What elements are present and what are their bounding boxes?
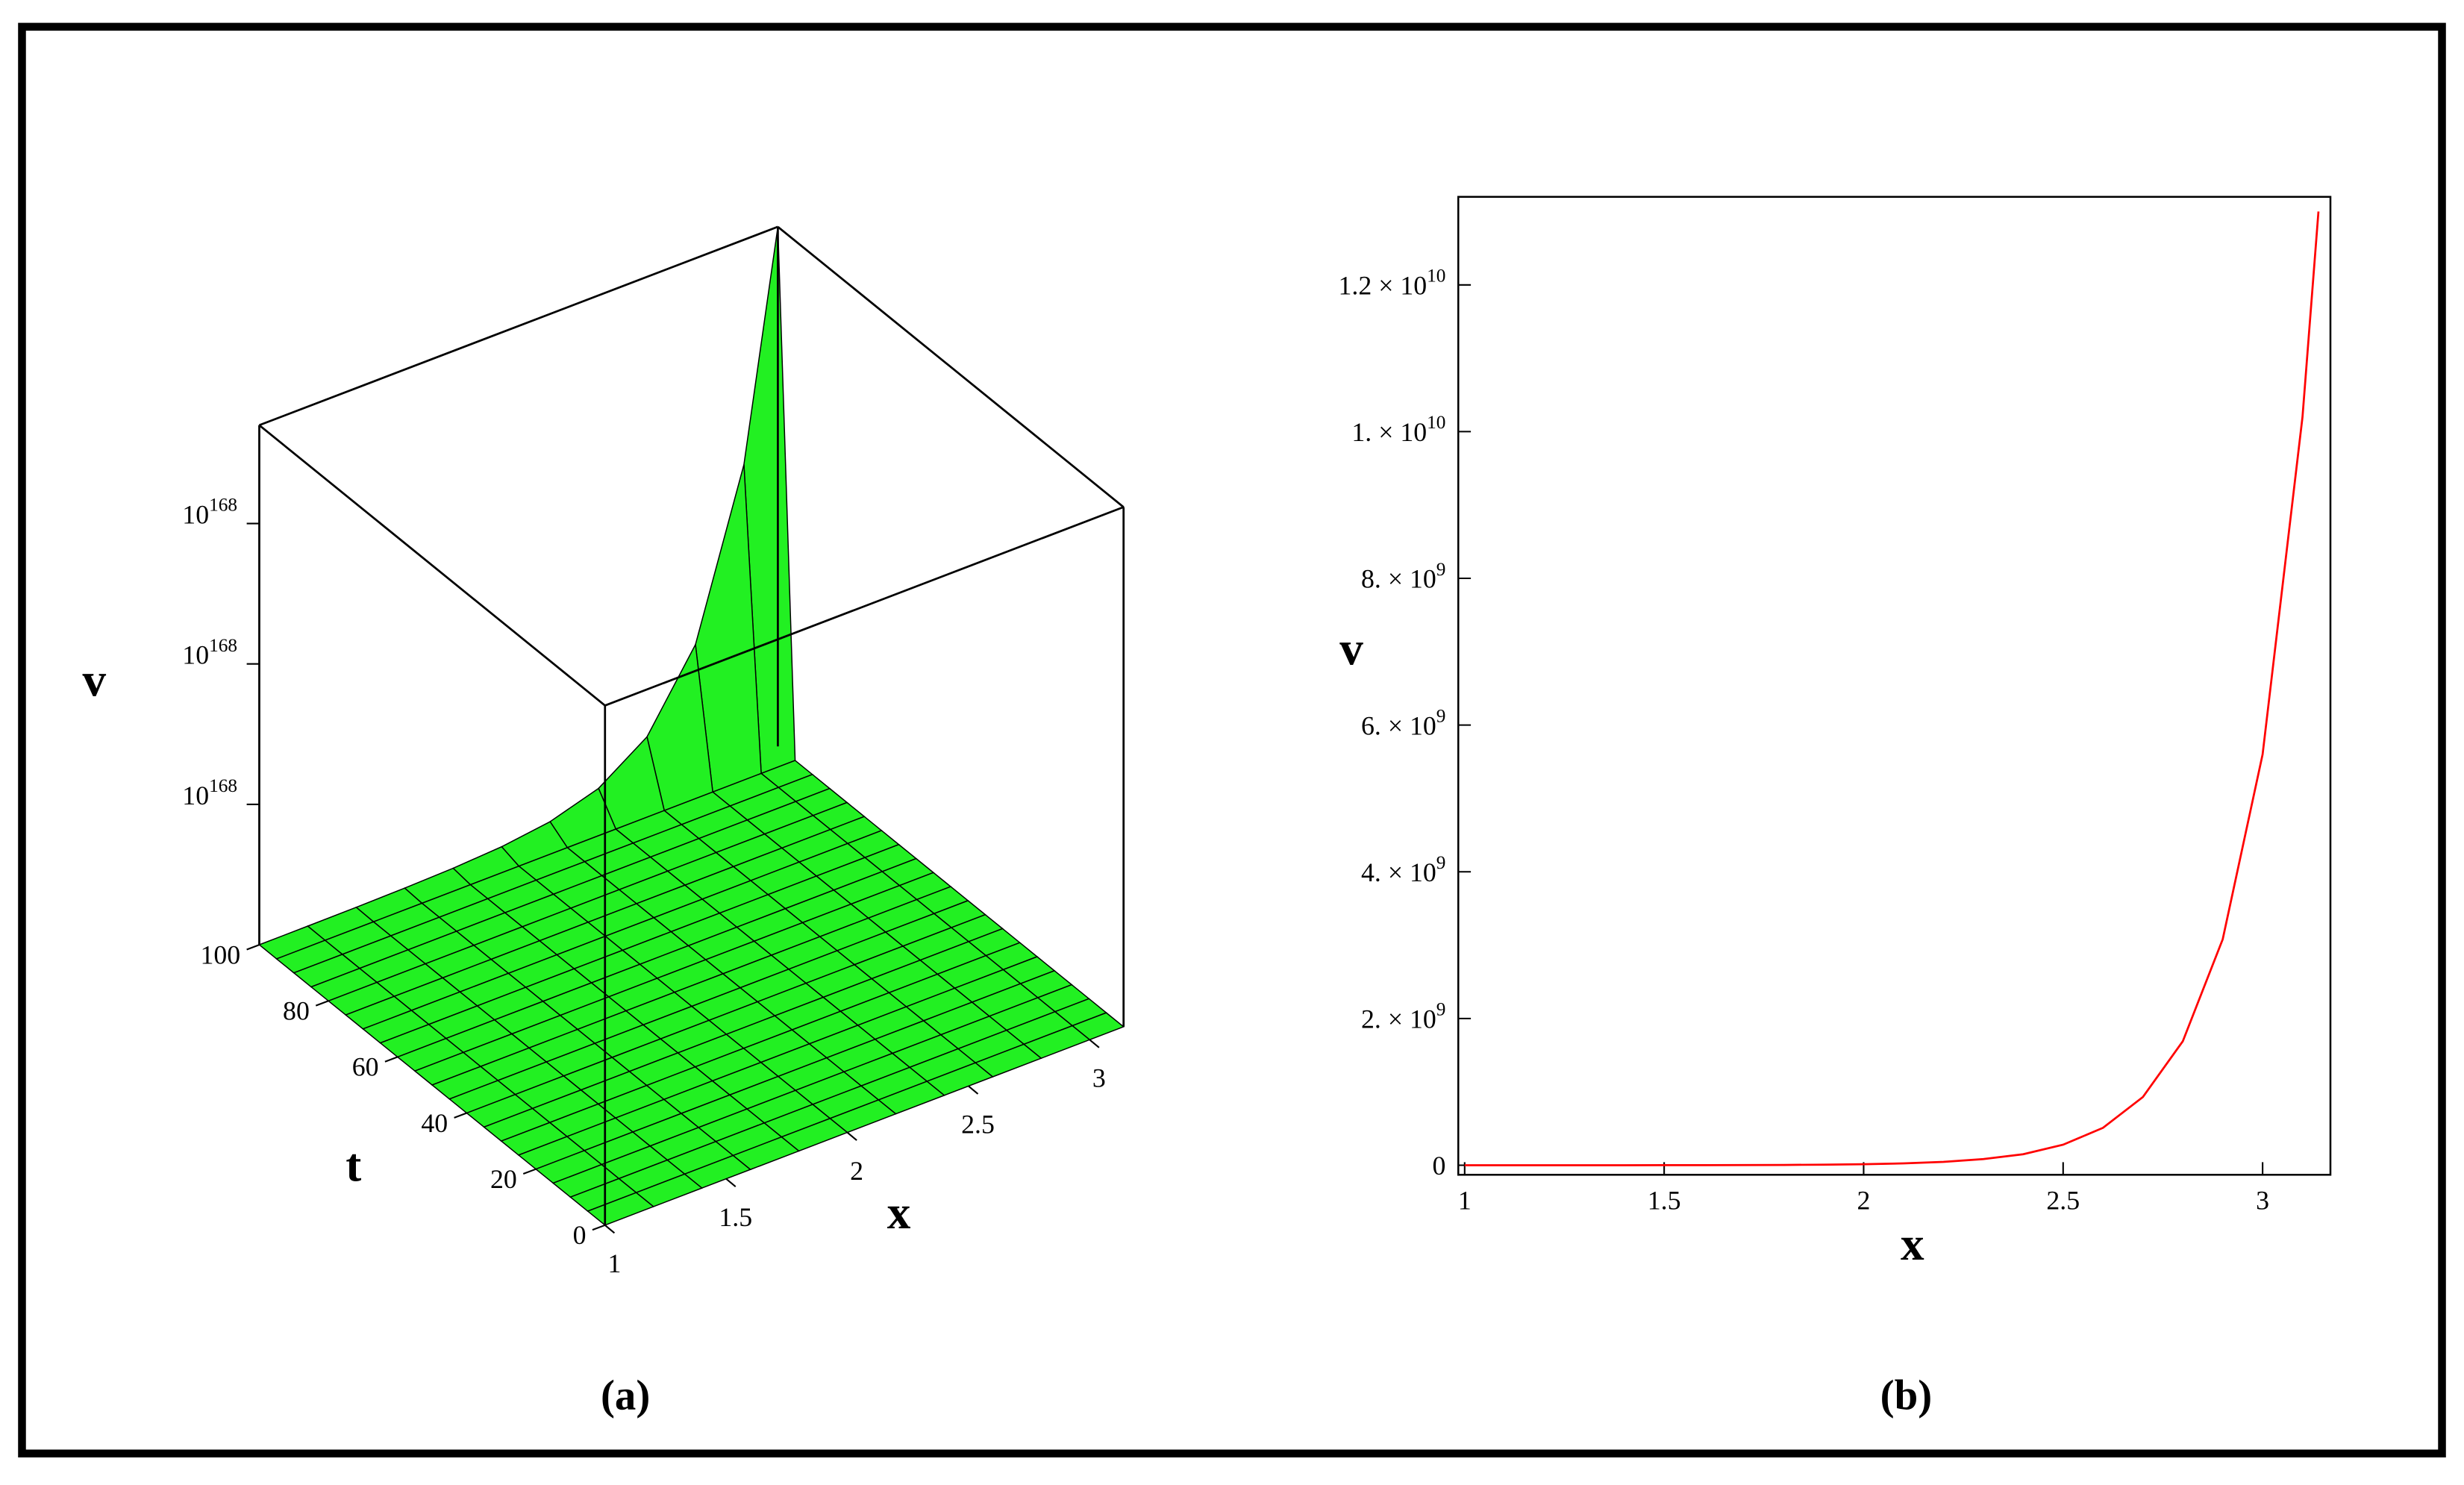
z-tick-label-exponent: 168 bbox=[209, 775, 237, 796]
y-tick-label-base: 8. × 10 bbox=[1361, 564, 1436, 594]
x-tick bbox=[725, 1178, 737, 1188]
z-tick-label-base: 10 bbox=[182, 781, 209, 810]
x-tick-label: 2.5 bbox=[2046, 1186, 2080, 1216]
x-tick-label: 2.5 bbox=[961, 1110, 995, 1139]
y-tick-label-base: 6. × 10 bbox=[1361, 710, 1436, 740]
y-tick-label: 1. × 1010 bbox=[1351, 412, 1445, 447]
y-tick bbox=[454, 1112, 467, 1119]
y-tick-label-base: 2. × 10 bbox=[1361, 1004, 1436, 1034]
z-tick-label: 10168 bbox=[182, 775, 237, 810]
caption: (a) bbox=[601, 1372, 650, 1419]
x-tick-label: 1.5 bbox=[719, 1202, 752, 1232]
y-tick-label-exponent: 9 bbox=[1436, 999, 1446, 1020]
y-axis-label: t bbox=[345, 1139, 361, 1192]
line-series bbox=[1464, 211, 2320, 1166]
y-tick-label-exponent: 10 bbox=[1427, 412, 1445, 433]
y-tick-label: 80 bbox=[283, 996, 310, 1026]
x-tick-label: 1 bbox=[607, 1248, 621, 1278]
y-tick-label: 4. × 109 bbox=[1361, 852, 1445, 887]
y-tick bbox=[246, 944, 260, 951]
y-tick bbox=[384, 1056, 398, 1063]
y-tick-label: 1.2 × 1010 bbox=[1339, 266, 1446, 301]
plot-frame bbox=[1457, 196, 2332, 1176]
y-tick-label: 2. × 109 bbox=[1361, 999, 1445, 1034]
y-tick bbox=[315, 1000, 329, 1007]
z-tick-label-exponent: 168 bbox=[209, 635, 237, 656]
y-tick-label: 20 bbox=[490, 1164, 517, 1194]
x-tick bbox=[1089, 1039, 1100, 1048]
x-tick bbox=[846, 1131, 857, 1141]
y-tick-label: 6. × 109 bbox=[1361, 705, 1445, 740]
box-edge bbox=[258, 424, 606, 707]
y-tick-label-exponent: 9 bbox=[1436, 559, 1446, 580]
box-edge bbox=[258, 225, 778, 427]
y-tick bbox=[522, 1168, 537, 1175]
x-tick-label: 3 bbox=[2256, 1186, 2269, 1216]
y-tick-label-exponent: 10 bbox=[1427, 266, 1445, 287]
box-edge bbox=[604, 506, 1125, 707]
z-tick-label: 10168 bbox=[182, 495, 237, 530]
y-tick-label: 0 bbox=[573, 1220, 587, 1250]
y-tick-label-base: 4. × 10 bbox=[1361, 857, 1436, 887]
y-tick-label: 40 bbox=[421, 1108, 448, 1138]
x-tick-label: 1.5 bbox=[1648, 1186, 1681, 1216]
frame bbox=[18, 22, 2446, 1458]
y-tick-label: 60 bbox=[352, 1052, 379, 1082]
caption: (b) bbox=[1880, 1372, 1932, 1419]
y-tick-label-exponent: 9 bbox=[1436, 705, 1446, 726]
z-tick-label-exponent: 168 bbox=[209, 495, 237, 516]
x-tick bbox=[968, 1085, 979, 1095]
x-tick-label: 3 bbox=[1092, 1063, 1106, 1093]
z-tick-label-base: 10 bbox=[182, 640, 209, 670]
x-axis-label: x bbox=[1901, 1218, 1924, 1270]
x-axis-label: x bbox=[887, 1187, 911, 1239]
y-tick-label-exponent: 9 bbox=[1436, 852, 1446, 873]
y-tick-label-base: 1. × 10 bbox=[1351, 417, 1427, 447]
z-tick-label: 10168 bbox=[182, 635, 237, 670]
x-tick-label: 2 bbox=[850, 1156, 863, 1186]
z-axis-label: v bbox=[83, 654, 107, 707]
y-tick-label: 100 bbox=[201, 940, 241, 969]
y-tick-label: 0 bbox=[1432, 1151, 1445, 1181]
box-edge bbox=[777, 225, 1125, 508]
y-tick-label-base: 1.2 × 10 bbox=[1339, 270, 1428, 300]
x-tick-label: 2 bbox=[1857, 1186, 1871, 1216]
x-tick-label: 1 bbox=[1458, 1186, 1472, 1216]
y-tick bbox=[592, 1224, 606, 1231]
x-tick bbox=[604, 1224, 616, 1234]
z-tick-label-base: 10 bbox=[182, 499, 209, 529]
y-axis-label: v bbox=[1339, 622, 1363, 675]
y-tick-label: 8. × 109 bbox=[1361, 559, 1445, 594]
